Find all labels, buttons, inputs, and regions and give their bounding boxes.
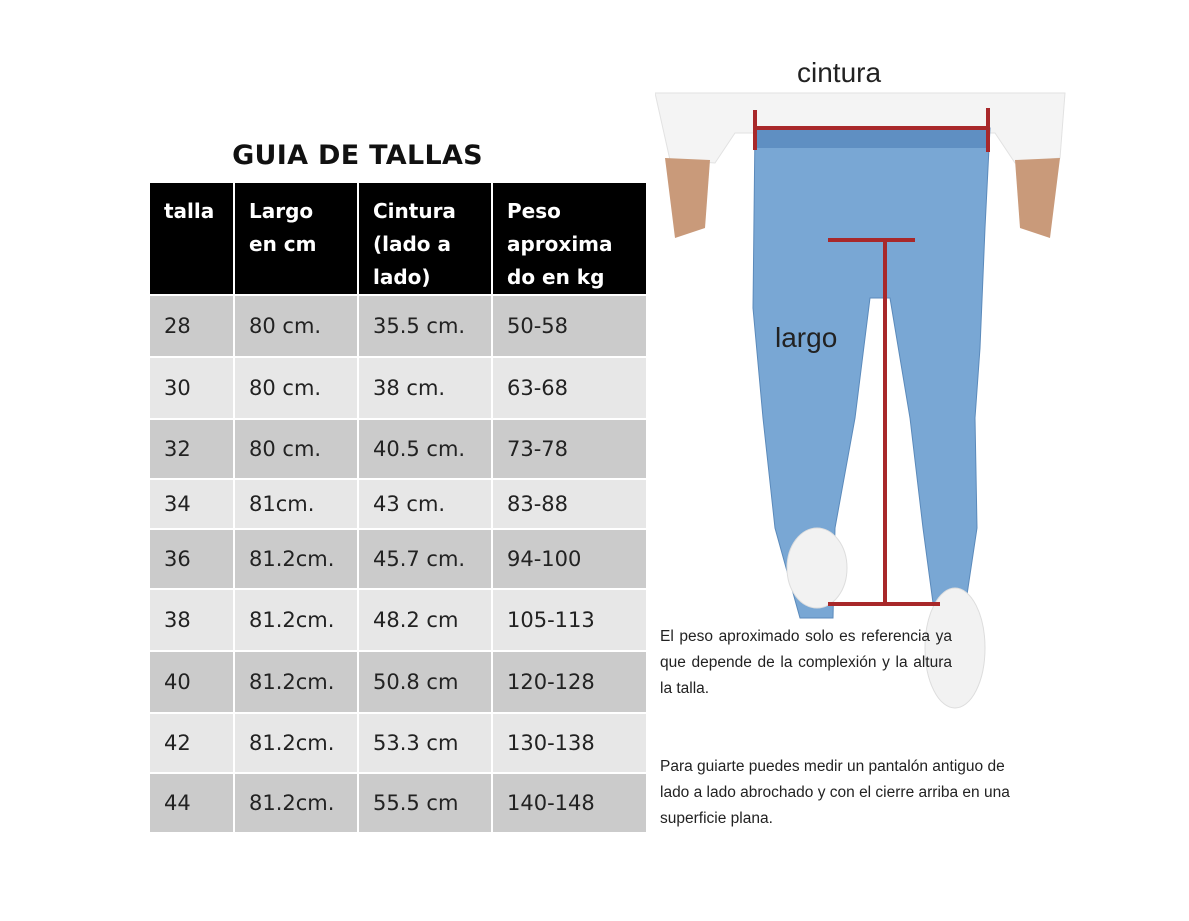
table-row: 32 80 cm. 40.5 cm. 73-78 <box>150 420 646 478</box>
jeans-photo <box>655 92 1066 709</box>
cell-cintura: 53.3 cm <box>359 714 491 772</box>
header-cintura: Cintura (lado a lado) <box>359 183 491 294</box>
table-row: 36 81.2cm. 45.7 cm. 94-100 <box>150 530 646 588</box>
cell-peso: 83-88 <box>493 480 646 528</box>
jeans-shape <box>752 127 991 619</box>
table-row: 40 81.2cm. 50.8 cm 120-128 <box>150 652 646 712</box>
length-label: largo <box>775 322 838 353</box>
table-header: talla Largo en cm Cintura (lado a lado) … <box>150 183 646 294</box>
cell-talla: 34 <box>150 480 233 528</box>
cell-peso: 63-68 <box>493 358 646 418</box>
waist-measure-line <box>753 108 990 152</box>
table-row: 42 81.2cm. 53.3 cm 130-138 <box>150 714 646 772</box>
cell-cintura: 43 cm. <box>359 480 491 528</box>
cell-cintura: 40.5 cm. <box>359 420 491 478</box>
size-table: talla Largo en cm Cintura (lado a lado) … <box>150 183 646 834</box>
cell-talla: 36 <box>150 530 233 588</box>
cell-largo: 81.2cm. <box>235 652 357 712</box>
cell-peso: 73-78 <box>493 420 646 478</box>
header-peso: Peso aproxima do en kg <box>493 183 646 294</box>
cell-cintura: 55.5 cm <box>359 774 491 832</box>
cell-peso: 105-113 <box>493 590 646 650</box>
cell-largo: 81.2cm. <box>235 714 357 772</box>
cell-talla: 42 <box>150 714 233 772</box>
cell-largo: 81cm. <box>235 480 357 528</box>
cell-largo: 81.2cm. <box>235 530 357 588</box>
table-row: 28 80 cm. 35.5 cm. 50-58 <box>150 296 646 356</box>
length-measure-line <box>828 238 940 606</box>
table-row: 44 81.2cm. 55.5 cm 140-148 <box>150 774 646 832</box>
cell-largo: 81.2cm. <box>235 774 357 832</box>
waist-label: cintura <box>797 57 882 88</box>
weight-note: El peso aproximado solo es referencia ya… <box>660 628 952 697</box>
cell-peso: 120-128 <box>493 652 646 712</box>
cell-cintura: 45.7 cm. <box>359 530 491 588</box>
cell-peso: 50-58 <box>493 296 646 356</box>
cell-cintura: 35.5 cm. <box>359 296 491 356</box>
cell-largo: 80 cm. <box>235 296 357 356</box>
measure-tip: Para guiarte puedes medir un pantalón an… <box>660 758 1010 827</box>
cell-cintura: 50.8 cm <box>359 652 491 712</box>
cell-talla: 40 <box>150 652 233 712</box>
header-largo: Largo en cm <box>235 183 357 294</box>
cell-talla: 28 <box>150 296 233 356</box>
cell-talla: 32 <box>150 420 233 478</box>
cell-cintura: 38 cm. <box>359 358 491 418</box>
cell-largo: 81.2cm. <box>235 590 357 650</box>
cell-talla: 38 <box>150 590 233 650</box>
cell-peso: 94-100 <box>493 530 646 588</box>
cell-largo: 80 cm. <box>235 420 357 478</box>
cell-peso: 130-138 <box>493 714 646 772</box>
table-row: 34 81cm. 43 cm. 83-88 <box>150 480 646 528</box>
table-row: 30 80 cm. 38 cm. 63-68 <box>150 358 646 418</box>
cell-talla: 44 <box>150 774 233 832</box>
cell-cintura: 48.2 cm <box>359 590 491 650</box>
header-talla: talla <box>150 183 233 294</box>
cell-largo: 80 cm. <box>235 358 357 418</box>
table-row: 38 81.2cm. 48.2 cm 105-113 <box>150 590 646 650</box>
cell-talla: 30 <box>150 358 233 418</box>
cell-peso: 140-148 <box>493 774 646 832</box>
page-title: GUIA DE TALLAS <box>232 140 483 171</box>
